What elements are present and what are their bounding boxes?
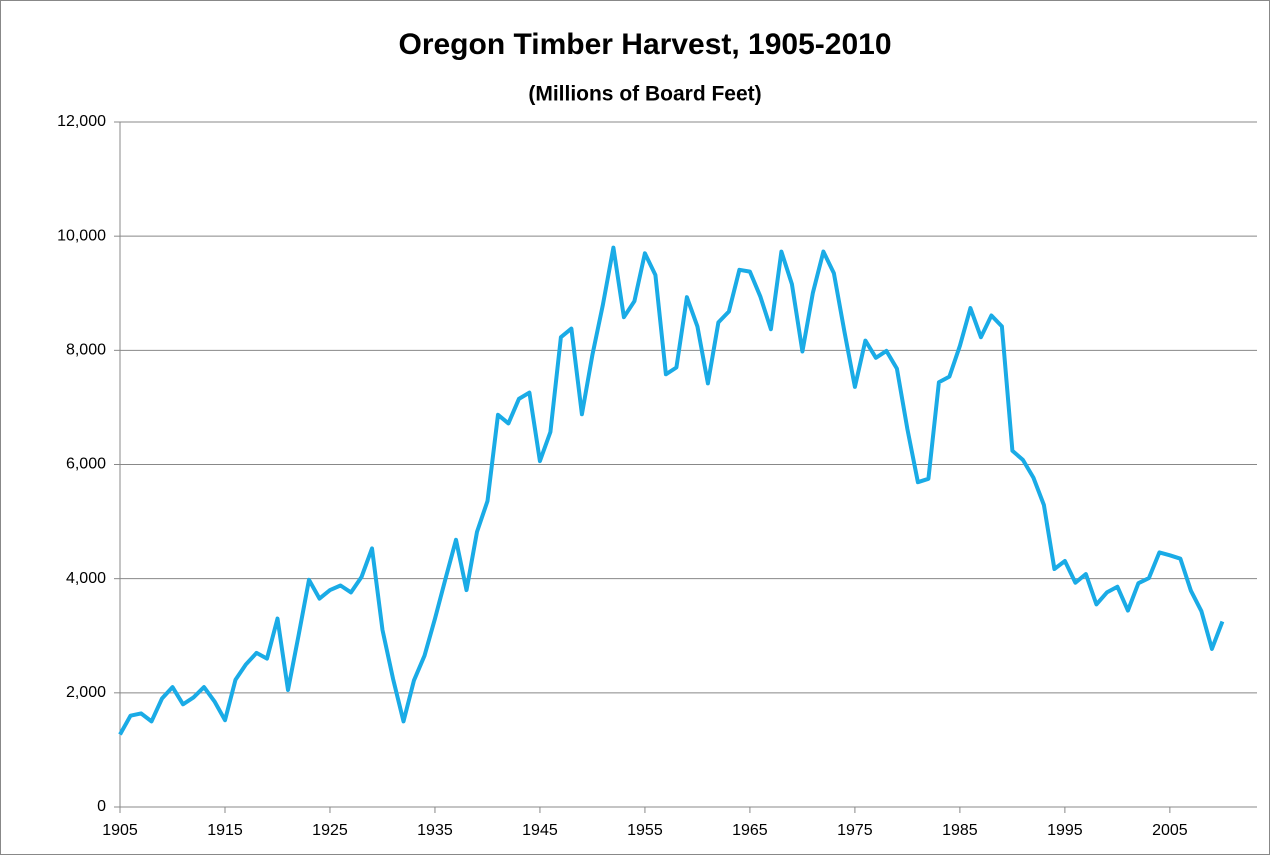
chart-title: Oregon Timber Harvest, 1905-2010 (398, 28, 891, 61)
x-tick-label: 1935 (417, 822, 453, 839)
y-tick-label: 12,000 (57, 113, 106, 130)
chart-subtitle: (Millions of Board Feet) (528, 83, 761, 106)
x-tick-label: 1965 (732, 822, 768, 839)
y-tick-label: 8,000 (66, 342, 106, 359)
y-tick-label: 10,000 (57, 227, 106, 244)
x-tick-label: 1955 (627, 822, 663, 839)
x-tick-label: 1995 (1047, 822, 1083, 839)
x-tick-label: 1985 (942, 822, 978, 839)
y-tick-label: 2,000 (66, 684, 106, 701)
y-tick-label: 0 (97, 798, 106, 815)
y-tick-label: 4,000 (66, 570, 106, 587)
x-tick-label: 1925 (312, 822, 348, 839)
data-line (118, 245, 1225, 736)
y-tick-label: 6,000 (66, 456, 106, 473)
x-tick-label: 1915 (207, 822, 243, 839)
x-tick-label: 2005 (1152, 822, 1188, 839)
x-tick-label: 1905 (102, 822, 138, 839)
x-tick-label: 1945 (522, 822, 558, 839)
x-tick-label: 1975 (837, 822, 873, 839)
